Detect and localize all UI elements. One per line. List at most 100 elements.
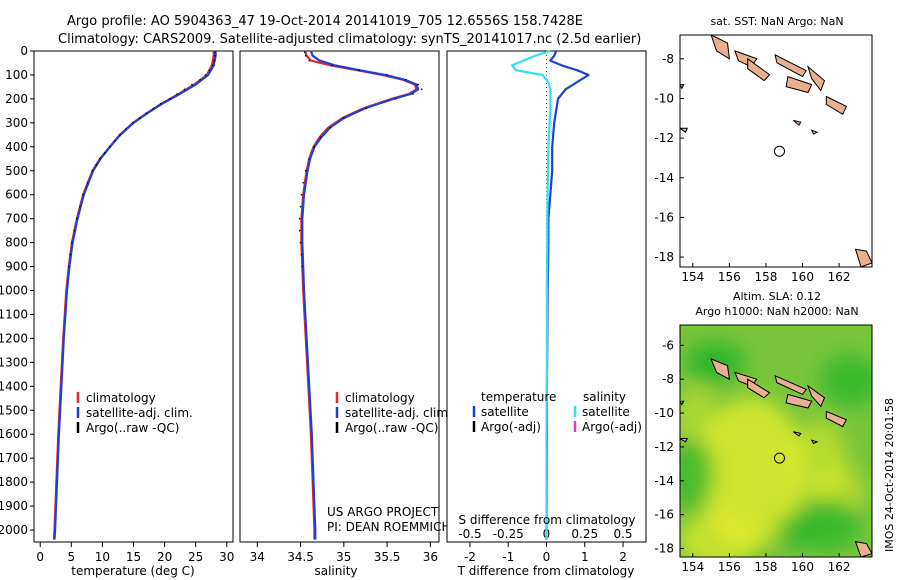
- island: [810, 439, 819, 445]
- salinity-series: [299, 50, 423, 540]
- lat-tick-label: -12: [654, 131, 674, 145]
- lon-tick-label: 158: [754, 560, 777, 574]
- pi-label: PI: DEAN ROEMMICH: [327, 520, 450, 534]
- sst-map-land: [680, 35, 872, 267]
- argo-data-point: [91, 170, 94, 172]
- island: [793, 431, 802, 437]
- temperature-x-axis: 0 5 10 15 20 25 30: [36, 542, 234, 564]
- argo-data-point: [211, 64, 214, 67]
- island: [854, 248, 872, 267]
- difference-top-axis: -0.5 -0.25 0 0.25 0.5: [458, 527, 632, 541]
- x-tick-label: 34.5: [287, 550, 314, 564]
- lat-tick-label: -10: [654, 91, 674, 105]
- island: [793, 119, 802, 126]
- argo-data-point: [329, 126, 331, 129]
- project-label: US ARGO PROJECT: [327, 505, 439, 519]
- lat-tick-label: -8: [662, 52, 674, 66]
- depth-tick-label: 1500: [0, 403, 28, 417]
- lat-tick-label: -18: [654, 250, 674, 264]
- depth-tick-label: 1800: [0, 475, 28, 489]
- sla-float-marker: [773, 452, 785, 464]
- top-tick-label: 0.25: [571, 527, 598, 541]
- legend-t-argo-label: Argo(-adj): [481, 420, 541, 434]
- argo-data-point: [160, 102, 162, 105]
- island: [747, 378, 771, 399]
- island: [680, 127, 689, 133]
- depth-tick-label: 0: [20, 44, 28, 58]
- argo-data-point: [313, 146, 316, 148]
- sst-map-lon-axis: 154 156 158 160 162: [681, 263, 851, 284]
- sla-anomaly-blob: [680, 513, 759, 557]
- x-tick-label: 5: [67, 550, 75, 564]
- depth-tick-label: 100: [5, 68, 28, 82]
- sla-map-frame: [679, 324, 873, 558]
- legend-argo-label: Argo(..raw -QC): [345, 421, 438, 435]
- argo-data-point: [114, 140, 116, 142]
- sst-map-background: [680, 35, 872, 267]
- lon-tick-label: 156: [718, 560, 741, 574]
- profile-line-s-satellite: [510, 49, 552, 540]
- sla-anomaly-blob: [680, 438, 715, 511]
- island: [785, 393, 813, 409]
- argo-data-point: [299, 217, 301, 220]
- depth-tick-label: 1100: [0, 307, 28, 321]
- salinity-panel: 34 34.5 35 35.5 36 salinity climatology sate…: [239, 50, 452, 578]
- legend-satellite-label: satellite-adj. clim.: [345, 406, 452, 420]
- temperature-panel: 0100200300400500600700800900100011001200…: [0, 44, 234, 578]
- legend-temperature-heading: temperature: [481, 390, 556, 404]
- x-tick-label: 35.5: [374, 550, 401, 564]
- lat-tick-label: -8: [662, 372, 674, 386]
- x-tick-label: 34: [250, 550, 265, 564]
- difference-xlabel: T difference from climatology: [457, 564, 635, 578]
- argo-data-point: [204, 74, 207, 76]
- sla-anomaly-blob: [773, 513, 814, 550]
- salinity-x-axis: 34 34.5 35 35.5 36: [250, 542, 438, 564]
- top-tick-label: 0.5: [613, 527, 632, 541]
- sla-map-lat-axis: -6 -8 -10 -12 -14 -16 -18: [654, 338, 684, 556]
- sla-anomaly-blob: [820, 354, 872, 407]
- x-tick-label: 36: [423, 550, 438, 564]
- island: [774, 53, 807, 78]
- island: [825, 95, 848, 116]
- depth-tick-label: 300: [5, 116, 28, 130]
- argo-data-point: [331, 64, 333, 67]
- legend-s-satellite-label: satellite: [582, 405, 630, 419]
- sst-map-lat-axis: -8 -10 -12 -14 -16 -18: [654, 52, 684, 264]
- x-tick-label: 2: [619, 550, 627, 564]
- lon-tick-label: 158: [754, 270, 777, 284]
- depth-tick-label: 1400: [0, 379, 28, 393]
- profile-line-satellite-adj-clim-: [301, 50, 420, 540]
- island: [806, 384, 826, 408]
- legend-satellite-label: satellite-adj. clim.: [86, 406, 193, 420]
- difference-series: [510, 49, 590, 540]
- salinity-xlabel: salinity: [314, 564, 357, 578]
- lat-tick-label: -16: [654, 210, 674, 224]
- depth-tick-label: 400: [5, 140, 28, 154]
- argo-data-point: [417, 83, 419, 86]
- depth-tick-label: 200: [5, 92, 28, 106]
- island: [807, 65, 826, 92]
- argo-data-point: [73, 229, 76, 232]
- argo-data-point: [420, 88, 423, 91]
- argo-data-point: [79, 205, 81, 208]
- island: [810, 129, 819, 135]
- argo-data-point: [300, 194, 303, 196]
- sla-map-panel: Altim. SLA: 0.12 Argo h1000: NaN h2000: …: [654, 290, 873, 574]
- depth-tick-label: 1600: [0, 427, 28, 441]
- title-line-2: Climatology: CARS2009. Satellite-adjuste…: [58, 32, 641, 47]
- island: [680, 400, 685, 406]
- x-tick-label: 1: [581, 550, 589, 564]
- argo-data-point: [125, 128, 127, 130]
- depth-tick-label: 700: [5, 212, 28, 226]
- argo-data-point: [358, 69, 361, 71]
- argo-data-point: [299, 241, 302, 244]
- difference-x-axis: -2 -1 0 1 2: [464, 542, 627, 564]
- argo-data-point: [99, 158, 101, 160]
- argo-data-point: [302, 182, 304, 184]
- island: [774, 374, 807, 396]
- island: [710, 357, 731, 381]
- lon-tick-label: 160: [791, 560, 814, 574]
- depth-tick-label: 1200: [0, 331, 28, 345]
- salinity-plot-frame: [239, 50, 440, 543]
